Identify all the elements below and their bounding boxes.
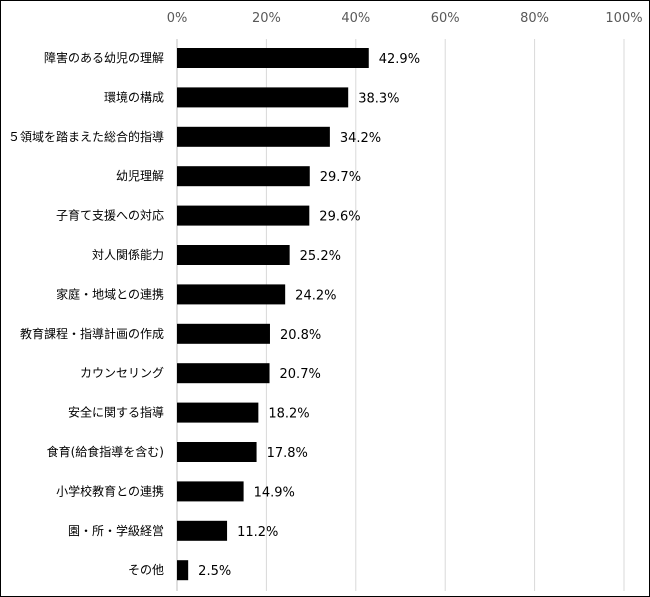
category-label: 家庭・地域との連携: [56, 286, 164, 301]
gridlines: [176, 39, 625, 591]
bar: [177, 205, 310, 226]
category-label: 障害のある幼児の理解: [44, 50, 164, 65]
category-label: 教育課程・指導計画の作成: [20, 326, 164, 341]
bar: [177, 442, 257, 462]
data-label: 18.2%: [268, 407, 309, 422]
bar: [177, 402, 259, 423]
x-tick-label: 40%: [341, 11, 370, 26]
data-label: 29.6%: [319, 210, 360, 225]
data-label: 20.8%: [280, 328, 321, 343]
bar: [177, 363, 270, 384]
x-tick-label: 60%: [431, 11, 460, 26]
bar: [177, 126, 330, 147]
bar: [177, 481, 244, 502]
bar: [177, 48, 369, 68]
x-tick-label: 0%: [167, 11, 188, 26]
category-label: 安全に関する指導: [68, 405, 164, 420]
data-label: 20.7%: [280, 367, 321, 382]
category-label: 対人関係能力: [92, 248, 164, 262]
data-label: 34.2%: [340, 131, 381, 146]
category-label: 食育(給食指導を含む): [47, 444, 164, 459]
category-label: 小学校教育との連携: [56, 483, 164, 498]
category-label: 幼児理解: [116, 169, 164, 183]
bar: [177, 245, 290, 265]
category-label: 環境の構成: [104, 89, 164, 104]
data-labels: 42.9% 38.3% 34.2% 29.7% 29.6% 25.2% 24.2% 20.8%…: [198, 52, 420, 579]
bar: [177, 560, 189, 581]
data-label: 2.5%: [198, 564, 231, 579]
x-tick-label: 80%: [520, 11, 549, 26]
bars: [177, 48, 369, 581]
x-tick-label: 100%: [605, 11, 642, 26]
data-label: 29.7%: [320, 170, 361, 185]
bar: [177, 284, 286, 305]
x-axis-ticks: 0% 20% 40% 60% 80% 100%: [167, 11, 643, 26]
category-label: 園・所・学級経営: [68, 523, 164, 538]
category-label: カウンセリング: [80, 366, 164, 380]
bar: [177, 166, 310, 187]
category-label: 子育て支援への対応: [56, 208, 164, 223]
data-label: 25.2%: [300, 249, 341, 264]
data-label: 17.8%: [267, 446, 308, 461]
category-label: ５領域を踏まえた総合的指導: [8, 129, 164, 144]
bar: [177, 520, 228, 541]
data-label: 38.3%: [358, 91, 399, 106]
bar: [177, 323, 270, 344]
data-label: 24.2%: [295, 288, 336, 303]
data-label: 42.9%: [379, 52, 420, 67]
data-label: 11.2%: [237, 525, 278, 540]
x-tick-label: 20%: [252, 11, 281, 26]
category-label: その他: [128, 563, 164, 577]
bar: [177, 87, 349, 108]
data-label: 14.9%: [254, 485, 295, 500]
